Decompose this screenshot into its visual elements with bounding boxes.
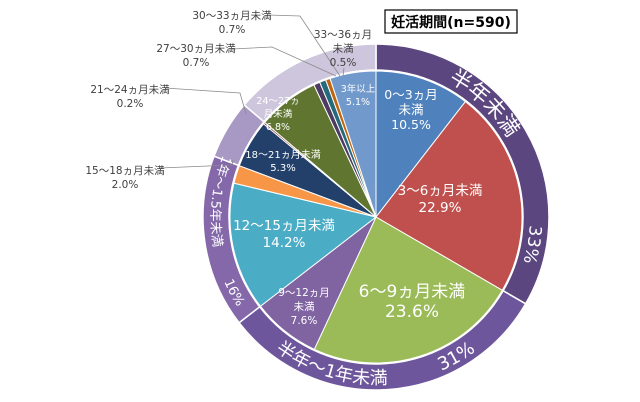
leader-line bbox=[164, 87, 247, 115]
leader-lines bbox=[159, 14, 345, 169]
outer-ring-segment bbox=[243, 43, 377, 123]
slice-label-line: 0.7% bbox=[183, 57, 210, 69]
slice-label-line: 33～36ヵ月 bbox=[314, 29, 372, 41]
slice-label-line: 15～18ヵ月未満 bbox=[85, 165, 165, 177]
slice-label: 21～24ヵ月未満 0.2% bbox=[90, 84, 170, 110]
slice-label-line: 9～12ヵ月 bbox=[278, 287, 330, 299]
slice-label-line: 14.2% bbox=[263, 235, 306, 251]
slice-label: 33～36ヵ月未満 0.5% bbox=[314, 29, 372, 69]
slice-label-line: 未満 bbox=[398, 102, 423, 117]
slice-label: 12～15ヵ月未満 14.2% bbox=[233, 218, 335, 251]
slice-label-line: 22.9% bbox=[419, 200, 462, 216]
slice-label-line: 3～6ヵ月未満 bbox=[398, 183, 483, 199]
slice-label-line: 23.6% bbox=[385, 302, 439, 322]
chart-title-box: 妊活期間(n=590) bbox=[384, 9, 518, 34]
slice-label-line: 2.0% bbox=[112, 179, 139, 191]
slice-label: 27～30ヵ月未満 0.7% bbox=[156, 43, 236, 69]
slice-label-line: 30～33ヵ月未満 bbox=[192, 10, 272, 22]
leader-line bbox=[342, 67, 345, 77]
slice-label: 18～21ヵ月未満 5.3% bbox=[245, 149, 320, 174]
chart-title: 妊活期間(n=590) bbox=[391, 14, 511, 31]
slice-label-line: 未満 bbox=[294, 301, 315, 313]
slice-labels: 0～3ヵ月未満 10.5%3～6ヵ月未満 22.9%6～9ヵ月未満 23.6%9～12… bbox=[85, 10, 482, 327]
pie-slice bbox=[313, 216, 503, 364]
leader-line bbox=[231, 46, 337, 77]
outer-ring bbox=[202, 43, 550, 391]
pie-slice bbox=[329, 70, 377, 218]
leader-line bbox=[159, 159, 234, 169]
slice-label-line: 5.1% bbox=[346, 97, 370, 108]
pie-slice bbox=[229, 182, 378, 307]
slice-label-line: 0.2% bbox=[117, 98, 144, 110]
slice-label-line: 0.7% bbox=[219, 24, 246, 36]
slice-label-line: 27～30ヵ月未満 bbox=[156, 43, 236, 55]
slice-label: 3年以上 5.1% bbox=[341, 83, 376, 108]
slice-label-line: 18～21ヵ月未満 bbox=[245, 149, 320, 161]
slice-label-line: 5.3% bbox=[270, 163, 295, 174]
slice-label-line: 21～24ヵ月未満 bbox=[90, 84, 170, 96]
slice-label: 15～18ヵ月未満 2.0% bbox=[85, 165, 165, 191]
slice-label: 3～6ヵ月未満 22.9% bbox=[398, 183, 483, 216]
slice-label: 0～3ヵ月未満 10.5% bbox=[384, 87, 437, 132]
pie-slice bbox=[375, 70, 467, 219]
slice-label-line: 7.6% bbox=[291, 315, 318, 327]
slice-label-line: 6～9ヵ月未満 bbox=[359, 282, 466, 302]
pie-slice bbox=[375, 100, 523, 291]
slice-label: 24～27ヵ月未満 6.8% bbox=[256, 96, 299, 133]
leader-line bbox=[267, 14, 341, 77]
slice-label-line: 0～3ヵ月 bbox=[384, 87, 437, 102]
slice-label-line: 0.5% bbox=[330, 57, 357, 69]
slice-label-line: 3年以上 bbox=[341, 83, 376, 95]
slice-label: 6～9ヵ月未満 23.6% bbox=[359, 282, 466, 322]
inner-pie bbox=[229, 70, 523, 364]
slice-label-line: 24～27ヵ bbox=[256, 96, 299, 107]
slice-label-line: 未満 bbox=[333, 43, 354, 55]
slice-label-line: 月未満 bbox=[264, 108, 293, 120]
slice-label-line: 6.8% bbox=[266, 122, 290, 133]
slice-label-line: 12～15ヵ月未満 bbox=[233, 218, 335, 234]
slice-label-line: 10.5% bbox=[391, 117, 431, 132]
slice-label: 30～33ヵ月未満 0.7% bbox=[192, 10, 272, 36]
slice-label: 9～12ヵ月未満 7.6% bbox=[278, 287, 330, 327]
